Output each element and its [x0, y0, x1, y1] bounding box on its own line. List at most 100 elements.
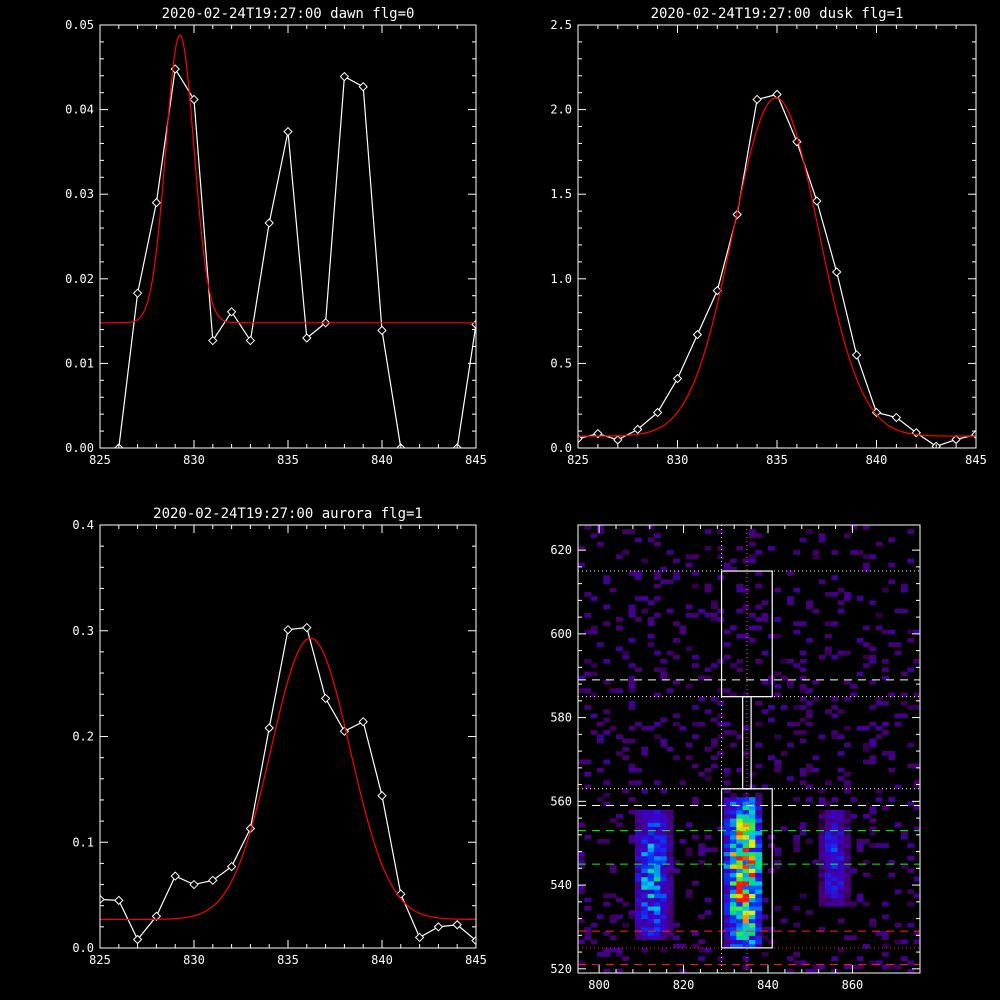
heatmap-cell — [755, 922, 763, 928]
heatmap-cell — [635, 780, 642, 786]
heatmap-cell — [812, 859, 820, 865]
heatmap-cell — [717, 529, 725, 534]
heatmap-cell — [578, 855, 585, 861]
heatmap-cell — [628, 780, 636, 786]
heatmap-cell — [666, 889, 674, 894]
heatmap-cell — [635, 818, 642, 823]
heatmap-cell — [717, 713, 725, 719]
heatmap-cell — [837, 709, 845, 714]
heatmap-cell — [666, 876, 674, 882]
heatmap-cell — [660, 813, 668, 819]
heatmap-cell — [692, 801, 699, 807]
heatmap-cell — [730, 730, 737, 735]
heatmap-cell — [755, 533, 763, 539]
heatmap-cell — [749, 843, 756, 848]
heatmap-cell — [856, 839, 864, 844]
heatmap-cell — [660, 809, 668, 815]
heatmap-cell — [622, 956, 630, 961]
heatmap-cell — [673, 558, 680, 564]
heatmap-cell — [641, 910, 649, 915]
heatmap-cell — [742, 587, 750, 593]
heatmap-cell — [894, 964, 902, 970]
heatmap-cell — [679, 780, 687, 786]
heatmap-cell — [742, 834, 750, 840]
data-point — [452, 920, 462, 930]
heatmap-cell — [641, 788, 649, 794]
heatmap-cell — [799, 621, 807, 626]
heatmap-cell — [913, 805, 921, 811]
heatmap-cell — [711, 617, 718, 622]
heatmap-cell — [749, 809, 756, 815]
heatmap-cell — [793, 797, 801, 802]
heatmap-cell — [844, 897, 851, 903]
heatmap-cell — [844, 742, 851, 748]
heatmap-cell — [806, 763, 813, 769]
heatmap-cell — [749, 935, 756, 941]
heatmap-cell — [742, 855, 750, 861]
heatmap-cell — [831, 851, 839, 857]
heatmap-cell — [673, 721, 680, 727]
heatmap-cell — [616, 554, 623, 559]
data-point — [151, 197, 162, 208]
y-tick-label: 600 — [550, 627, 572, 641]
heatmap-cell — [831, 868, 839, 874]
heatmap-cell — [831, 855, 839, 861]
heatmap-cell — [660, 872, 668, 878]
heatmap-cell — [660, 864, 668, 869]
heatmap-cell — [837, 839, 845, 844]
heatmap-cell — [799, 667, 807, 673]
heatmap-cell — [844, 855, 851, 861]
heatmap-cell — [793, 621, 801, 626]
heatmap-cell — [755, 889, 763, 894]
heatmap-cell — [742, 943, 750, 949]
heatmap-cell — [704, 667, 712, 673]
heatmap-cell — [818, 843, 826, 848]
heatmap-cell — [641, 826, 649, 832]
heatmap-cell — [723, 935, 731, 941]
heatmap-cell — [742, 922, 750, 928]
heatmap-cell — [685, 604, 693, 610]
heatmap-cell — [736, 893, 744, 899]
heatmap-cell — [730, 935, 737, 941]
heatmap-cell — [654, 893, 661, 899]
heatmap-cell — [641, 868, 649, 874]
heatmap-cell — [831, 734, 839, 740]
data-point — [712, 285, 723, 296]
heatmap-cell — [730, 566, 737, 572]
data-point — [264, 218, 274, 228]
heatmap-cell — [723, 914, 731, 920]
heatmap-cell — [825, 801, 832, 807]
heatmap-cell — [578, 822, 585, 827]
heatmap-cell — [647, 897, 655, 903]
heatmap-cell — [894, 650, 902, 656]
heatmap-cell — [666, 830, 674, 836]
heatmap-cell — [736, 813, 744, 819]
heatmap-cell — [831, 818, 839, 823]
heatmap-cell — [875, 612, 883, 618]
heatmap-cell — [793, 587, 801, 593]
heatmap-cell — [850, 797, 858, 802]
heatmap-cell — [609, 947, 617, 953]
heatmap-cell — [597, 525, 604, 530]
heatmap-cell — [654, 721, 661, 727]
heatmap-cell — [799, 658, 807, 664]
heatmap-cell — [730, 843, 737, 848]
heatmap-cell — [666, 914, 674, 920]
x-tick-label: 840 — [371, 453, 393, 467]
heatmap-cell — [907, 868, 915, 874]
heatmap-cell — [635, 571, 642, 576]
heatmap-cell — [654, 692, 661, 698]
heatmap-cell — [837, 901, 845, 907]
heatmap-cell — [723, 880, 731, 886]
heatmap-cell — [723, 876, 731, 882]
heatmap-cell — [888, 872, 896, 878]
heatmap-cell — [628, 834, 636, 840]
heatmap-cell — [742, 604, 750, 610]
y-tick-label: 0.0 — [72, 941, 94, 955]
heatmap-cell — [844, 696, 851, 702]
heatmap-cell — [894, 889, 902, 894]
heatmap-cell — [799, 893, 807, 899]
heatmap-cell — [635, 767, 642, 773]
heatmap-cell — [717, 734, 725, 740]
heatmap-cell — [597, 839, 604, 844]
